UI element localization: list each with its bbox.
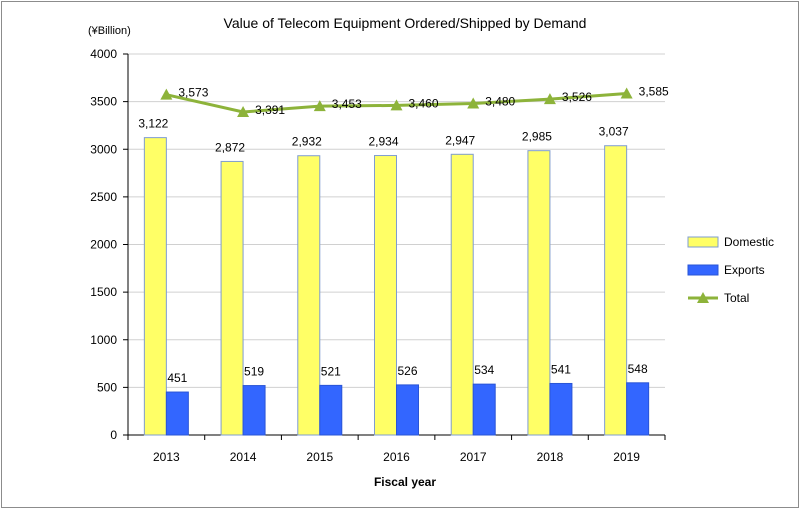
total-marker <box>467 97 480 109</box>
x-tick-label: 2017 <box>460 450 487 464</box>
data-label-domestic: 2,934 <box>368 135 398 149</box>
data-label-domestic: 3,122 <box>138 117 168 131</box>
x-tick-label: 2013 <box>153 450 180 464</box>
legend-domestic-label: Domestic <box>724 235 774 249</box>
data-label-total: 3,573 <box>178 86 208 100</box>
data-label-exports: 526 <box>397 364 417 378</box>
total-marker <box>620 87 633 99</box>
bar-domestic <box>143 137 167 436</box>
total-marker <box>390 99 403 111</box>
bar-exports <box>396 384 419 436</box>
bar-exports <box>626 382 650 436</box>
bar-exports <box>242 385 266 436</box>
x-tick-label: 2015 <box>306 450 333 464</box>
data-label-domestic: 2,932 <box>292 135 322 149</box>
data-label-exports: 521 <box>321 364 341 378</box>
data-label-exports: 548 <box>628 362 648 376</box>
bar-domestic <box>220 160 244 436</box>
legend-total-label: Total <box>724 291 749 305</box>
x-tick-label: 2014 <box>230 450 257 464</box>
y-unit-label: (¥Billion) <box>88 25 131 37</box>
data-label-exports: 451 <box>167 371 187 385</box>
data-label-total: 3,480 <box>485 95 515 109</box>
x-tick-label: 2019 <box>613 450 640 464</box>
y-tick-label: 2500 <box>90 190 117 204</box>
legend-exports-swatch <box>687 264 719 276</box>
bar-exports <box>165 391 189 436</box>
bar-exports <box>549 382 573 436</box>
bar-domestic <box>604 145 628 436</box>
data-label-total: 3,460 <box>409 96 439 110</box>
x-axis-title: Fiscal year <box>374 475 436 489</box>
total-marker <box>543 93 556 105</box>
y-tick-label: 1000 <box>90 333 117 347</box>
bar-domestic <box>374 155 397 436</box>
data-label-total: 3,391 <box>255 103 285 117</box>
x-tick-label: 2018 <box>537 450 564 464</box>
legend-exports-label: Exports <box>724 263 765 277</box>
data-label-exports: 519 <box>244 365 264 379</box>
data-label-domestic: 3,037 <box>599 125 629 139</box>
bar-domestic <box>297 155 321 436</box>
data-label-exports: 541 <box>551 362 571 376</box>
total-marker <box>313 100 326 112</box>
data-label-total: 3,453 <box>332 97 362 111</box>
chart-title: Value of Telecom Equipment Ordered/Shipp… <box>224 15 587 31</box>
total-marker <box>237 106 250 118</box>
data-label-domestic: 2,872 <box>215 140 245 154</box>
bar-domestic <box>527 150 551 436</box>
y-tick-label: 3000 <box>90 142 117 156</box>
data-label-domestic: 2,947 <box>445 133 475 147</box>
y-tick-label: 500 <box>97 380 117 394</box>
y-tick-label: 3500 <box>90 95 117 109</box>
data-label-domestic: 2,985 <box>522 130 552 144</box>
bar-exports <box>472 383 496 436</box>
x-tick-label: 2016 <box>383 450 410 464</box>
total-marker <box>160 88 173 100</box>
data-label-total: 3,585 <box>639 85 669 99</box>
bar-exports <box>319 384 343 436</box>
y-tick-label: 0 <box>110 428 117 442</box>
legend-domestic-swatch <box>687 236 719 248</box>
y-tick-label: 2000 <box>90 238 117 252</box>
bar-domestic <box>450 153 474 436</box>
y-tick-label: 1500 <box>90 285 117 299</box>
legend-total-marker <box>697 292 709 303</box>
y-tick-label: 4000 <box>90 47 117 61</box>
data-label-exports: 534 <box>474 363 494 377</box>
data-label-total: 3,526 <box>562 90 592 104</box>
